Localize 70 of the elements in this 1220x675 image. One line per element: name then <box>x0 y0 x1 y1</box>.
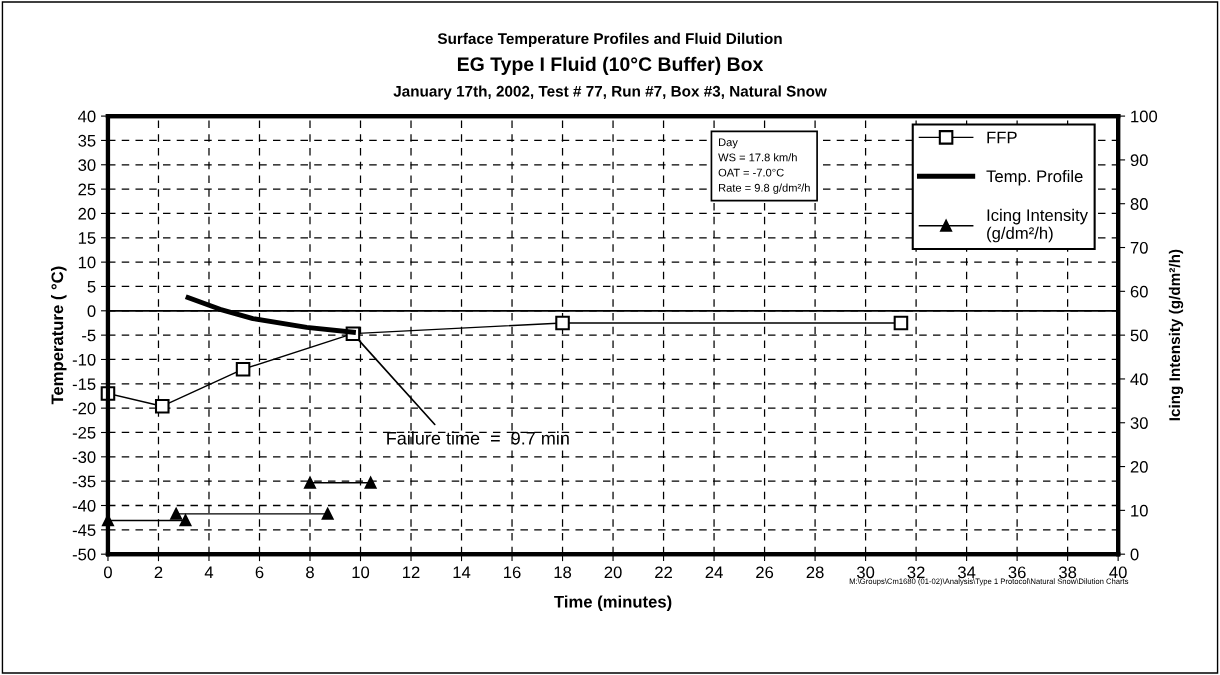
x-tick-label: 24 <box>705 566 723 579</box>
y-tick-label: -40 <box>72 499 96 512</box>
x-tick-label: 8 <box>306 566 314 579</box>
y-tick-label: -10 <box>72 353 96 366</box>
y-tick-label: 30 <box>78 159 96 171</box>
y-tick-label: 5 <box>87 281 96 293</box>
x-tick-label: 22 <box>655 566 672 579</box>
x-tick-label: 4 <box>204 566 214 579</box>
chart-title: Surface Temperature Profiles and Fluid Dilution <box>437 32 782 48</box>
legend-label: Icing Intensity (g/dm²/h) <box>987 208 1088 243</box>
x-tick-label: 34 <box>957 566 976 579</box>
point <box>170 507 183 520</box>
y-tick-label: -35 <box>72 475 96 488</box>
y2-tick-label: 10 <box>1131 504 1148 517</box>
y2-tick-label: 50 <box>1130 329 1148 342</box>
x-axis-title: Time (minutes) <box>554 595 672 611</box>
x-tick-label: 16 <box>504 566 521 579</box>
point <box>555 315 570 331</box>
y2-tick-label: 40 <box>1130 373 1148 386</box>
y2-tick-label: 100 <box>1131 110 1158 123</box>
x-tick-label: 26 <box>756 566 774 579</box>
point <box>235 361 251 377</box>
y2-tick-label: 80 <box>1130 198 1148 210</box>
x-tick-label: 2 <box>154 566 163 579</box>
y-tick-label: 20 <box>78 207 96 220</box>
y2-tick-label: 60 <box>1130 285 1148 298</box>
y-tick-label: 25 <box>78 183 96 196</box>
y-tick-label: -15 <box>72 378 96 391</box>
x-tick-label: 10 <box>352 566 370 579</box>
point <box>179 514 192 527</box>
x-tick-label: 32 <box>907 566 925 579</box>
x-tick-label: 14 <box>453 566 471 579</box>
text: January 17th, 2002, Test # 77, Run #7, Box #3, Natural Snow <box>393 85 827 100</box>
annotation: Day WS = 17.8 km/h OAT = -7.0°C Rate = 9.8 g/dm²/h <box>718 138 810 194</box>
y-tick-label: 10 <box>78 256 96 269</box>
point <box>364 476 377 489</box>
x-tick-label: 30 <box>856 566 875 579</box>
legend-label: Temp. Profile <box>986 169 1083 186</box>
x-tick-label: 6 <box>255 566 264 579</box>
x-tick-label: 20 <box>604 566 622 579</box>
point <box>154 398 170 414</box>
y-tick-label: 35 <box>78 134 96 147</box>
x-tick-label: 12 <box>403 566 420 579</box>
x-tick-label: 36 <box>1008 566 1026 579</box>
y2-axis-title: Icing Intensity (g/dm²/h) <box>1168 249 1184 421</box>
y-tick-label: -25 <box>72 426 96 439</box>
y-tick-label: 0 <box>87 305 96 317</box>
legend-label: FFP <box>987 131 1017 144</box>
y-tick-label: -20 <box>72 402 96 415</box>
point <box>321 507 334 520</box>
x-tick-label: 40 <box>1109 566 1127 579</box>
x-tick-label: 18 <box>554 566 572 579</box>
y-tick-label: 40 <box>78 110 96 123</box>
y-tick-label: -30 <box>72 451 96 464</box>
x-tick-label: 28 <box>806 566 824 579</box>
point <box>304 476 316 489</box>
y2-tick-label: 30 <box>1130 417 1148 429</box>
y2-tick-label: 20 <box>1130 460 1148 473</box>
y-tick-label: -45 <box>72 524 96 537</box>
point <box>893 315 909 331</box>
y-tick-label: -5 <box>82 329 96 342</box>
y-axis-title: Temperature ( °C) <box>50 266 67 405</box>
y2-tick-label: 90 <box>1130 154 1148 167</box>
chart-subtitle: EG Type I Fluid (10°C Buffer) Box <box>457 56 764 75</box>
y-tick-label: -50 <box>72 548 96 561</box>
y-tick-label: 15 <box>78 232 96 244</box>
x-tick-label: 38 <box>1058 566 1077 579</box>
x-tick-label: 0 <box>103 566 112 579</box>
y2-tick-label: 0 <box>1130 548 1139 561</box>
y2-tick-label: 70 <box>1130 241 1148 254</box>
